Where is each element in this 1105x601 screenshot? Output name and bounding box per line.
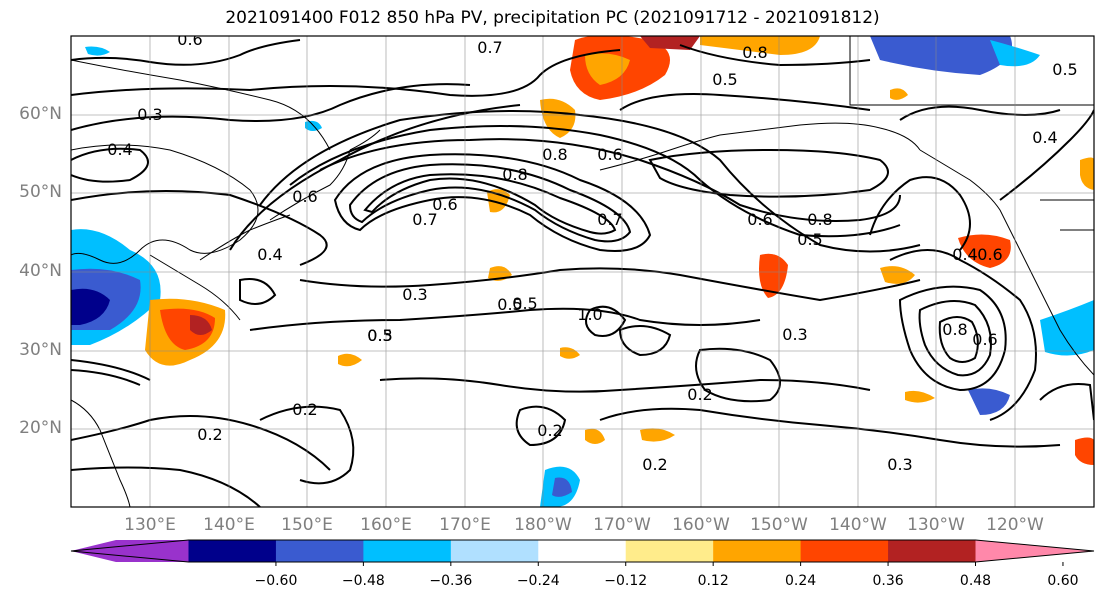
- contour-label: 0.6: [177, 30, 202, 49]
- colorbar-segment: [450, 540, 539, 562]
- colorbar-tick-label: 0.12: [697, 573, 729, 589]
- lat-label-40n: 40°N: [19, 261, 62, 281]
- contour-label: 0.7: [412, 210, 437, 229]
- colorbar-segment: [888, 540, 977, 562]
- contour-label: 0.5: [712, 70, 737, 89]
- lat-label-60n: 60°N: [19, 104, 62, 124]
- contour-label: 0.7: [597, 210, 622, 229]
- colorbar-segment: [713, 540, 802, 562]
- colorbar-tick-label: −0.60: [254, 573, 298, 589]
- map-title: 2021091400 F012 850 hPa PV, precipitatio…: [225, 8, 880, 28]
- precip-fills: [71, 36, 1094, 507]
- lon-label-170w: 170°W: [593, 515, 651, 535]
- contour-label: 0.4: [952, 245, 977, 264]
- contour-label: 0.8: [742, 43, 767, 62]
- lon-label-120w: 120°W: [986, 515, 1044, 535]
- contour-label: 0.2: [537, 421, 562, 440]
- colorbar-segment: [363, 540, 452, 562]
- contour-labels: 0.60.70.80.50.60.50.30.40.60.40.70.60.80…: [107, 30, 1077, 474]
- contour-label: 0.3: [887, 455, 912, 474]
- lon-label-130e: 130°E: [124, 515, 176, 535]
- contour-label: 0.8: [502, 165, 527, 184]
- contour-label: 0.6: [292, 187, 317, 206]
- lon-label-150w: 150°W: [750, 515, 808, 535]
- contour-label: 0.6: [747, 210, 772, 229]
- contour-label: 0.6: [597, 145, 622, 164]
- contour-label: 0.4: [257, 245, 282, 264]
- contour-label: 0.2: [687, 385, 712, 404]
- colorbar-tick-label: 0.60: [1047, 573, 1079, 589]
- contour-label: 0.3: [367, 326, 392, 345]
- contour-label: 0.4: [107, 140, 132, 159]
- colorbar: [70, 539, 1095, 566]
- lon-label-160w: 160°W: [672, 515, 730, 535]
- colorbar-tick-label: 0.48: [959, 573, 992, 589]
- lon-label-130w: 130°W: [907, 515, 965, 535]
- colorbar-tick-label: −0.48: [341, 573, 385, 589]
- colorbar-segment: [538, 540, 627, 562]
- pv-contours: [71, 39, 1094, 507]
- contour-label: 0.6: [432, 195, 457, 214]
- contour-label: 0.8: [942, 320, 967, 339]
- contour-label: 0.3: [137, 105, 162, 124]
- lon-label-140w: 140°W: [829, 515, 887, 535]
- contour-label: 0.6: [977, 245, 1002, 264]
- colorbar-tick-label: −0.24: [516, 573, 560, 589]
- colorbar-outline: [70, 539, 1095, 563]
- colorbar-segment: [625, 540, 714, 562]
- lon-label-140e: 140°E: [203, 515, 255, 535]
- contour-label: 0.5: [512, 294, 537, 313]
- colorbar-segment: [800, 540, 889, 562]
- contour-label: 0.5: [797, 230, 822, 249]
- contour-label: 0.5: [497, 295, 522, 314]
- coastlines: [71, 36, 1094, 507]
- colorbar-tick-label: −0.12: [604, 573, 648, 589]
- contour-label: 0.3: [402, 285, 427, 304]
- contour-label: 0.6: [972, 330, 997, 349]
- colorbar-tick-label: 0.36: [872, 573, 904, 589]
- colorbar-tick-label: 0.24: [785, 573, 817, 589]
- contour-label: 0.2: [642, 455, 667, 474]
- contour-label: 1.0: [577, 305, 602, 324]
- contour-label: 0.5: [367, 326, 392, 345]
- contour-label: 0.8: [542, 145, 567, 164]
- lat-label-50n: 50°N: [19, 182, 62, 202]
- lon-label-170e: 170°E: [439, 515, 491, 535]
- lon-label-180w: 180°W: [514, 515, 572, 535]
- lon-label-150e: 150°E: [281, 515, 333, 535]
- map-grid: [71, 36, 1094, 507]
- colorbar-segment: [275, 540, 364, 562]
- contour-label: 0.7: [477, 38, 502, 57]
- plot-frame: [70, 35, 1095, 508]
- contour-label: 0.2: [292, 400, 317, 419]
- contour-label: 0.3: [782, 325, 807, 344]
- colorbar-segment: [188, 540, 277, 562]
- contour-label: 0.4: [1032, 128, 1057, 147]
- colorbar-segment: [71, 540, 189, 562]
- lat-label-20n: 20°N: [19, 418, 62, 438]
- contour-label: 0.5: [1052, 60, 1077, 79]
- contour-label: 0.2: [197, 425, 222, 444]
- colorbar-tick-label: −0.36: [429, 573, 473, 589]
- contour-label: 0.8: [807, 210, 832, 229]
- colorbar-segment: [975, 540, 1094, 562]
- lon-label-160e: 160°E: [360, 515, 412, 535]
- lat-label-30n: 30°N: [19, 340, 62, 360]
